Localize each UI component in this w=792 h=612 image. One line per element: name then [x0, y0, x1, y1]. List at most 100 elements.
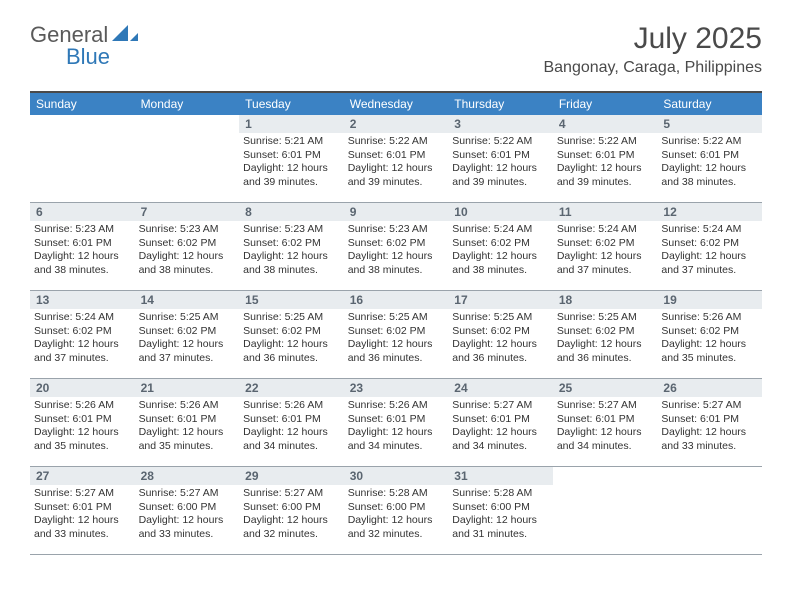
- day-number: 6: [30, 203, 135, 221]
- sunrise-line: Sunrise: 5:25 AM: [139, 311, 236, 325]
- sunrise-line: Sunrise: 5:24 AM: [34, 311, 131, 325]
- daylight-line: Daylight: 12 hours and 36 minutes.: [243, 338, 340, 365]
- sunset-line: Sunset: 6:02 PM: [661, 237, 758, 251]
- daylight-line: Daylight: 12 hours and 39 minutes.: [452, 162, 549, 189]
- calendar-cell: 4Sunrise: 5:22 AMSunset: 6:01 PMDaylight…: [553, 115, 658, 203]
- logo: General Blue: [30, 22, 140, 48]
- calendar-cell: 9Sunrise: 5:23 AMSunset: 6:02 PMDaylight…: [344, 203, 449, 291]
- cell-body: Sunrise: 5:28 AMSunset: 6:00 PMDaylight:…: [448, 485, 553, 546]
- sunset-line: Sunset: 6:02 PM: [243, 237, 340, 251]
- cell-body: Sunrise: 5:24 AMSunset: 6:02 PMDaylight:…: [657, 221, 762, 282]
- calendar-cell: 24Sunrise: 5:27 AMSunset: 6:01 PMDayligh…: [448, 379, 553, 467]
- daylight-line: Daylight: 12 hours and 39 minutes.: [243, 162, 340, 189]
- logo-text-blue: Blue: [66, 44, 110, 70]
- sunset-line: Sunset: 6:00 PM: [452, 501, 549, 515]
- calendar-cell: 14Sunrise: 5:25 AMSunset: 6:02 PMDayligh…: [135, 291, 240, 379]
- sunrise-line: Sunrise: 5:25 AM: [452, 311, 549, 325]
- sunrise-line: Sunrise: 5:27 AM: [557, 399, 654, 413]
- cell-body: Sunrise: 5:27 AMSunset: 6:01 PMDaylight:…: [553, 397, 658, 458]
- cell-body: Sunrise: 5:22 AMSunset: 6:01 PMDaylight:…: [448, 133, 553, 194]
- sunrise-line: Sunrise: 5:23 AM: [34, 223, 131, 237]
- calendar-cell: .: [657, 467, 762, 555]
- day-number: 26: [657, 379, 762, 397]
- daylight-line: Daylight: 12 hours and 36 minutes.: [557, 338, 654, 365]
- weekday-label: Tuesday: [239, 93, 344, 115]
- weekday-label: Wednesday: [344, 93, 449, 115]
- daylight-line: Daylight: 12 hours and 35 minutes.: [661, 338, 758, 365]
- day-number: 13: [30, 291, 135, 309]
- cell-body: Sunrise: 5:25 AMSunset: 6:02 PMDaylight:…: [448, 309, 553, 370]
- daylight-line: Daylight: 12 hours and 33 minutes.: [661, 426, 758, 453]
- calendar-cell: 28Sunrise: 5:27 AMSunset: 6:00 PMDayligh…: [135, 467, 240, 555]
- sunset-line: Sunset: 6:02 PM: [661, 325, 758, 339]
- daylight-line: Daylight: 12 hours and 32 minutes.: [243, 514, 340, 541]
- sunset-line: Sunset: 6:01 PM: [34, 501, 131, 515]
- day-number: 8: [239, 203, 344, 221]
- day-number: 18: [553, 291, 658, 309]
- day-number: 15: [239, 291, 344, 309]
- day-number: 31: [448, 467, 553, 485]
- weekday-label: Saturday: [657, 93, 762, 115]
- daylight-line: Daylight: 12 hours and 38 minutes.: [661, 162, 758, 189]
- day-number: 17: [448, 291, 553, 309]
- sunset-line: Sunset: 6:01 PM: [661, 149, 758, 163]
- day-number: 29: [239, 467, 344, 485]
- calendar: SundayMondayTuesdayWednesdayThursdayFrid…: [30, 91, 762, 555]
- daylight-line: Daylight: 12 hours and 39 minutes.: [557, 162, 654, 189]
- day-number: 16: [344, 291, 449, 309]
- day-number: 7: [135, 203, 240, 221]
- calendar-grid: ..1Sunrise: 5:21 AMSunset: 6:01 PMDaylig…: [30, 115, 762, 555]
- sunrise-line: Sunrise: 5:25 AM: [557, 311, 654, 325]
- cell-body: Sunrise: 5:26 AMSunset: 6:01 PMDaylight:…: [239, 397, 344, 458]
- cell-body: Sunrise: 5:27 AMSunset: 6:00 PMDaylight:…: [135, 485, 240, 546]
- day-number: 10: [448, 203, 553, 221]
- cell-body: Sunrise: 5:26 AMSunset: 6:01 PMDaylight:…: [135, 397, 240, 458]
- day-number: 3: [448, 115, 553, 133]
- daylight-line: Daylight: 12 hours and 33 minutes.: [34, 514, 131, 541]
- calendar-cell: 30Sunrise: 5:28 AMSunset: 6:00 PMDayligh…: [344, 467, 449, 555]
- calendar-cell: 7Sunrise: 5:23 AMSunset: 6:02 PMDaylight…: [135, 203, 240, 291]
- sunset-line: Sunset: 6:00 PM: [139, 501, 236, 515]
- cell-body: Sunrise: 5:24 AMSunset: 6:02 PMDaylight:…: [448, 221, 553, 282]
- daylight-line: Daylight: 12 hours and 34 minutes.: [452, 426, 549, 453]
- calendar-cell: .: [553, 467, 658, 555]
- sunset-line: Sunset: 6:02 PM: [348, 237, 445, 251]
- cell-body: Sunrise: 5:22 AMSunset: 6:01 PMDaylight:…: [553, 133, 658, 194]
- sunrise-line: Sunrise: 5:21 AM: [243, 135, 340, 149]
- daylight-line: Daylight: 12 hours and 31 minutes.: [452, 514, 549, 541]
- cell-body: Sunrise: 5:23 AMSunset: 6:02 PMDaylight:…: [239, 221, 344, 282]
- calendar-cell: 27Sunrise: 5:27 AMSunset: 6:01 PMDayligh…: [30, 467, 135, 555]
- cell-body: Sunrise: 5:25 AMSunset: 6:02 PMDaylight:…: [344, 309, 449, 370]
- weekday-label: Monday: [135, 93, 240, 115]
- sunset-line: Sunset: 6:01 PM: [661, 413, 758, 427]
- calendar-cell: 5Sunrise: 5:22 AMSunset: 6:01 PMDaylight…: [657, 115, 762, 203]
- weekday-label: Friday: [553, 93, 658, 115]
- daylight-line: Daylight: 12 hours and 36 minutes.: [452, 338, 549, 365]
- sunset-line: Sunset: 6:02 PM: [348, 325, 445, 339]
- calendar-cell: 21Sunrise: 5:26 AMSunset: 6:01 PMDayligh…: [135, 379, 240, 467]
- cell-body: Sunrise: 5:27 AMSunset: 6:01 PMDaylight:…: [30, 485, 135, 546]
- day-number: 27: [30, 467, 135, 485]
- calendar-cell: 19Sunrise: 5:26 AMSunset: 6:02 PMDayligh…: [657, 291, 762, 379]
- calendar-cell: .: [135, 115, 240, 203]
- sunset-line: Sunset: 6:00 PM: [348, 501, 445, 515]
- month-title: July 2025: [543, 22, 762, 55]
- sunset-line: Sunset: 6:02 PM: [243, 325, 340, 339]
- daylight-line: Daylight: 12 hours and 36 minutes.: [348, 338, 445, 365]
- day-number: 2: [344, 115, 449, 133]
- calendar-cell: 18Sunrise: 5:25 AMSunset: 6:02 PMDayligh…: [553, 291, 658, 379]
- sunset-line: Sunset: 6:02 PM: [139, 325, 236, 339]
- day-number: 28: [135, 467, 240, 485]
- sunrise-line: Sunrise: 5:26 AM: [34, 399, 131, 413]
- sunrise-line: Sunrise: 5:28 AM: [348, 487, 445, 501]
- calendar-cell: 22Sunrise: 5:26 AMSunset: 6:01 PMDayligh…: [239, 379, 344, 467]
- sunrise-line: Sunrise: 5:26 AM: [139, 399, 236, 413]
- cell-body: Sunrise: 5:25 AMSunset: 6:02 PMDaylight:…: [553, 309, 658, 370]
- sunrise-line: Sunrise: 5:24 AM: [557, 223, 654, 237]
- header: General Blue July 2025 Bangonay, Caraga,…: [0, 0, 792, 83]
- sunrise-line: Sunrise: 5:26 AM: [661, 311, 758, 325]
- day-number: 22: [239, 379, 344, 397]
- cell-body: Sunrise: 5:22 AMSunset: 6:01 PMDaylight:…: [344, 133, 449, 194]
- calendar-cell: 15Sunrise: 5:25 AMSunset: 6:02 PMDayligh…: [239, 291, 344, 379]
- day-number: 9: [344, 203, 449, 221]
